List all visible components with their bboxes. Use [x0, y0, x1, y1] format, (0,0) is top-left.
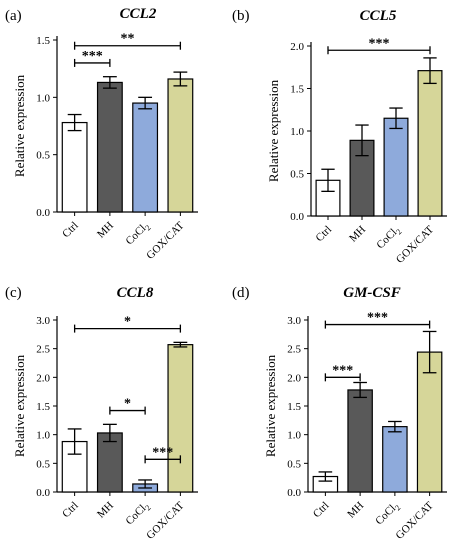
significance-label: *** — [332, 363, 353, 378]
bar — [383, 117, 409, 217]
category-label: MH — [345, 500, 366, 521]
significance-label: *** — [82, 49, 103, 64]
category-label: CoCl2 — [374, 224, 403, 253]
chart-title: CCL8 — [117, 285, 154, 301]
category-label: Ctrl — [314, 224, 335, 245]
y-axis-label: Relative expression — [266, 79, 281, 182]
y-tick-label: 0.0 — [287, 487, 301, 499]
y-tick-label: 2.0 — [287, 372, 301, 384]
y-tick-label: 2.5 — [287, 344, 301, 356]
y-tick-label: 2.0 — [290, 41, 304, 53]
bar — [96, 432, 123, 493]
bar — [61, 121, 88, 213]
bar — [132, 102, 159, 213]
y-tick-label: 3.0 — [287, 315, 301, 327]
bar — [167, 78, 194, 213]
panel-label: (b) — [232, 8, 250, 24]
y-tick-label: 1.0 — [290, 126, 304, 138]
significance-label: *** — [152, 445, 173, 460]
y-tick-label: 1.5 — [290, 84, 304, 96]
category-label: CoCl2 — [124, 500, 153, 529]
chart-title: CCL5 — [360, 8, 397, 24]
bar — [382, 426, 408, 493]
y-tick-label: 2.5 — [36, 344, 50, 356]
category-label: GOX/CAT — [144, 219, 186, 261]
chart-panel-2: (b) CCL5 Relative expression 0.0 0.5 1.0 1.5 2.… — [232, 8, 447, 266]
chart-title: GM-CSF — [343, 285, 401, 301]
panel-label: (a) — [5, 8, 22, 24]
significance-label: * — [124, 315, 131, 330]
bar — [347, 389, 373, 493]
bar — [167, 344, 194, 493]
chart-panel-4: (d) GM-CSF Relative expression 0.0 0.5 1.0 1.5… — [232, 285, 447, 542]
significance-label: *** — [369, 36, 390, 51]
y-tick-label: 0.0 — [290, 211, 304, 223]
bar — [96, 81, 123, 213]
y-tick-label: 1.5 — [36, 401, 50, 413]
y-tick-label: 1.0 — [36, 92, 50, 104]
y-tick-label: 2.0 — [36, 372, 50, 384]
y-tick-label: 0.5 — [287, 458, 301, 470]
y-tick-label: 0.0 — [36, 207, 50, 219]
category-label: CoCl2 — [373, 500, 402, 529]
bar — [417, 70, 443, 217]
category-label: Ctrl — [311, 500, 332, 521]
y-axis-label: Relative expression — [12, 74, 27, 177]
chart-title: CCL2 — [120, 6, 157, 22]
chart-panel-3: (c) CCL8 Relative expression 0.0 0.5 1.0 1.5 2.… — [5, 285, 198, 542]
y-tick-label: 1.5 — [287, 401, 301, 413]
category-label: Ctrl — [60, 220, 81, 241]
y-tick-label: 0.5 — [290, 169, 304, 181]
y-tick-label: 0.5 — [36, 150, 50, 162]
y-tick-label: 1.5 — [36, 35, 50, 47]
significance-label: *** — [367, 311, 388, 326]
category-label: MH — [347, 224, 368, 245]
y-tick-label: 3.0 — [36, 315, 50, 327]
chart-panel-1: (a) CCL2 Relative expression 0.0 0.5 1.0 1.5 Ct… — [5, 6, 198, 262]
category-label: MH — [95, 500, 116, 521]
y-tick-label: 1.0 — [36, 430, 50, 442]
category-label: Ctrl — [60, 500, 81, 521]
y-axis-label: Relative expression — [12, 354, 27, 457]
significance-label: ** — [121, 32, 135, 47]
category-label: GOX/CAT — [144, 499, 186, 541]
category-label: CoCl2 — [124, 220, 153, 249]
panel-label: (d) — [232, 285, 250, 301]
category-label: GOX/CAT — [394, 499, 436, 541]
category-label: MH — [95, 220, 116, 241]
y-axis-label: Relative expression — [263, 354, 278, 457]
panel-label: (c) — [5, 285, 22, 301]
significance-label: * — [124, 397, 131, 412]
category-label: GOX/CAT — [394, 223, 436, 265]
y-tick-label: 1.0 — [287, 430, 301, 442]
y-tick-label: 0.5 — [36, 458, 50, 470]
y-tick-label: 0.0 — [36, 487, 50, 499]
